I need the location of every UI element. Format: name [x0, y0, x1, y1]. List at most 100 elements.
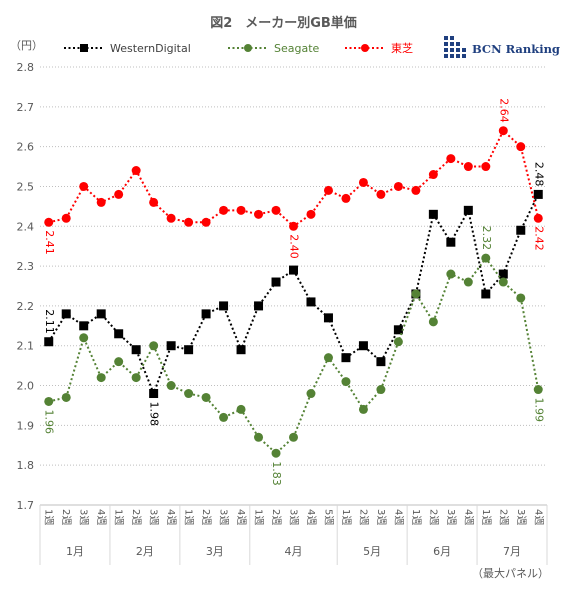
- data-point-marker: [149, 197, 159, 207]
- data-point-marker: [376, 385, 386, 395]
- data-point-marker: [61, 309, 71, 319]
- data-point-marker: [184, 217, 194, 227]
- footnote: （最大パネル）: [472, 567, 549, 580]
- y-tick-label: 1.9: [17, 419, 35, 432]
- data-point-marker: [131, 345, 141, 355]
- data-point-marker: [516, 142, 526, 152]
- x-tick-label: 1週: [113, 509, 125, 525]
- x-tick-label: 4週: [95, 509, 107, 525]
- data-point-marker: [289, 265, 298, 275]
- y-tick-label: 1.8: [17, 459, 35, 472]
- bcn-ranking-logo: BCN Ranking: [442, 34, 560, 62]
- x-tick-label: 2週: [357, 509, 369, 525]
- month-label: 1月: [66, 545, 84, 558]
- data-point-marker: [481, 253, 491, 263]
- y-tick-label: 2.1: [17, 340, 35, 353]
- data-point-marker: [114, 189, 124, 199]
- data-point-marker: [411, 289, 421, 299]
- x-tick-label: 2週: [270, 509, 282, 525]
- data-point-marker: [341, 377, 351, 387]
- data-point-marker: [463, 205, 473, 215]
- y-tick-label: 2.5: [17, 180, 35, 193]
- x-tick-label: 3週: [445, 509, 457, 525]
- data-point-marker: [323, 353, 333, 363]
- data-point-marker: [498, 126, 508, 136]
- data-point-marker: [254, 209, 264, 219]
- x-tick-label: 2週: [60, 509, 72, 525]
- data-point-marker: [289, 221, 298, 231]
- data-point-marker: [79, 321, 89, 331]
- data-point-marker: [44, 217, 54, 227]
- data-label: 1.99: [532, 398, 545, 423]
- x-tick-label: 2週: [497, 509, 509, 525]
- x-tick-label: 3週: [218, 509, 230, 525]
- data-point-marker: [428, 209, 438, 219]
- data-point-marker: [236, 345, 246, 355]
- data-label: 2.42: [532, 226, 545, 251]
- chart-title: 図2 メーカー別GB単価: [210, 16, 357, 31]
- data-point-marker: [323, 185, 333, 195]
- data-point-marker: [166, 381, 176, 391]
- x-tick-label: 1週: [183, 509, 195, 525]
- legend-label: Seagate: [274, 42, 320, 55]
- x-tick-label: 4週: [532, 509, 544, 525]
- y-tick-label: 1.7: [17, 499, 35, 512]
- x-tick-label: 2週: [200, 509, 212, 525]
- month-label: 5月: [363, 545, 381, 558]
- data-point-marker: [201, 217, 211, 227]
- logo-grid-icon: [444, 36, 466, 58]
- data-point-marker: [114, 329, 124, 339]
- data-point-marker: [201, 309, 211, 319]
- y-tick-label: 2.7: [17, 101, 35, 114]
- x-tick-label: 4週: [462, 509, 474, 525]
- month-label: 2月: [136, 545, 154, 558]
- data-point-marker: [289, 432, 298, 442]
- data-point-marker: [96, 197, 106, 207]
- data-point-marker: [166, 341, 176, 351]
- month-label: 3月: [206, 545, 224, 558]
- x-tick-label: 4週: [235, 509, 247, 525]
- data-point-marker: [236, 205, 246, 215]
- data-label: 2.41: [43, 230, 56, 255]
- data-point-marker: [219, 205, 229, 215]
- data-point-marker: [341, 193, 351, 203]
- data-point-marker: [393, 181, 403, 191]
- data-point-marker: [358, 341, 368, 351]
- data-point-marker: [184, 389, 194, 399]
- data-point-marker: [463, 277, 473, 287]
- data-point-marker: [446, 237, 456, 247]
- series-line: [48, 256, 540, 455]
- data-point-marker: [149, 341, 159, 351]
- x-tick-label: 1週: [340, 509, 352, 525]
- data-label: 2.48: [532, 162, 545, 187]
- data-label: 1.98: [148, 402, 161, 427]
- data-point-marker: [358, 177, 368, 187]
- data-point-marker: [96, 309, 106, 319]
- data-point-marker: [306, 209, 316, 219]
- y-tick-label: 2.6: [17, 141, 35, 154]
- data-point-marker: [516, 225, 526, 235]
- data-point-marker: [219, 301, 229, 311]
- data-point-marker: [201, 392, 211, 402]
- x-tick-label: 4週: [165, 509, 177, 525]
- x-tick-label: 1週: [43, 509, 55, 525]
- data-point-marker: [428, 317, 438, 327]
- data-point-marker: [219, 412, 229, 422]
- data-point-marker: [236, 404, 246, 414]
- x-tick-label: 4週: [305, 509, 317, 525]
- data-point-marker: [271, 205, 281, 215]
- data-point-marker: [96, 373, 106, 383]
- data-label: 2.64: [497, 98, 510, 123]
- data-point-marker: [271, 277, 281, 287]
- x-tick-label: 4週: [392, 509, 404, 525]
- data-point-marker: [131, 373, 141, 383]
- data-point-marker: [358, 404, 368, 414]
- x-tick-label: 1週: [253, 509, 265, 525]
- x-tick-label: 3週: [375, 509, 387, 525]
- x-tick-label: 2週: [427, 509, 439, 525]
- data-point-marker: [341, 353, 351, 363]
- data-point-marker: [376, 189, 386, 199]
- month-label: 6月: [433, 545, 451, 558]
- data-point-marker: [44, 396, 54, 406]
- data-point-marker: [393, 337, 403, 347]
